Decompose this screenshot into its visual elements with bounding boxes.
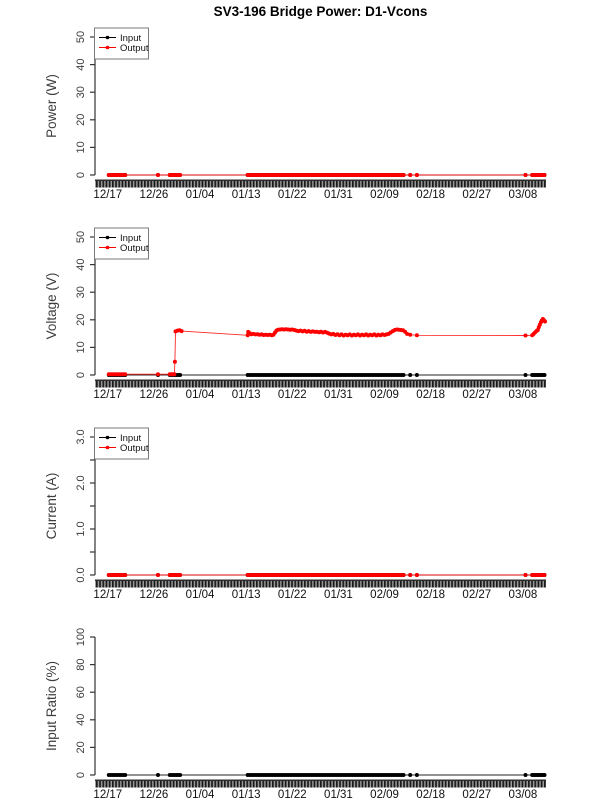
x-tick-label: 01/22 bbox=[278, 389, 307, 400]
y-tick-label: 0.0 bbox=[75, 567, 87, 582]
x-tick-label: 01/04 bbox=[186, 189, 215, 200]
x-tick-label: 01/13 bbox=[232, 589, 261, 600]
y-tick-label: 0 bbox=[75, 772, 87, 778]
y-axis: 0.0 1.0 2.0 3.0 bbox=[75, 429, 96, 583]
legend-label: Output bbox=[120, 243, 149, 254]
y-tick-label: 10 bbox=[75, 141, 87, 153]
x-tick-label: 12/17 bbox=[93, 389, 122, 400]
x-tick-label: 02/09 bbox=[370, 589, 399, 600]
x-tick-label: 01/22 bbox=[278, 789, 307, 800]
x-tick-label: 01/31 bbox=[324, 189, 353, 200]
x-axis: 12/17 12/26 01/04 01/13 01/22 01/31 02/09 02/18… bbox=[93, 179, 546, 200]
x-tick-label: 03/08 bbox=[509, 789, 538, 800]
y-tick-label: 100 bbox=[75, 628, 87, 646]
y-tick-label: 40 bbox=[75, 58, 87, 70]
x-tick-label: 03/08 bbox=[509, 589, 538, 600]
x-tick-label: 02/27 bbox=[462, 189, 491, 200]
y-axis: 0 10 20 30 40 50 bbox=[75, 31, 96, 178]
x-tick-label: 03/08 bbox=[509, 189, 538, 200]
y-tick-label: 1.0 bbox=[75, 521, 87, 536]
x-tick-label: 12/26 bbox=[140, 189, 169, 200]
y-axis-title: Current (A) bbox=[44, 473, 59, 540]
input-series bbox=[106, 773, 547, 777]
chart-title: SV3-196 Bridge Power: D1-Vcons bbox=[213, 4, 428, 19]
x-tick-label: 02/18 bbox=[416, 589, 445, 600]
x-tick-label: 02/09 bbox=[370, 789, 399, 800]
x-tick-label: 12/17 bbox=[93, 589, 122, 600]
output-series bbox=[106, 317, 547, 377]
x-tick-label: 01/22 bbox=[278, 589, 307, 600]
y-axis-title: Input Ratio (%) bbox=[44, 661, 59, 751]
y-tick-label: 50 bbox=[75, 31, 87, 43]
x-axis: 12/17 12/26 01/04 01/13 01/22 01/31 02/09 02/18… bbox=[93, 779, 546, 800]
x-tick-label: 12/26 bbox=[140, 789, 169, 800]
x-tick-label: 12/26 bbox=[140, 389, 169, 400]
x-tick-label: 02/18 bbox=[416, 789, 445, 800]
x-tick-label: 01/13 bbox=[232, 189, 261, 200]
x-tick-label: 12/17 bbox=[93, 189, 122, 200]
legend-label: Input bbox=[120, 233, 141, 244]
y-axis: 0 20 40 60 80 100 bbox=[75, 628, 96, 778]
y-tick-label: 30 bbox=[75, 86, 87, 98]
y-tick-label: 10 bbox=[75, 341, 87, 353]
x-tick-label: 02/27 bbox=[462, 389, 491, 400]
y-tick-label: 20 bbox=[75, 114, 87, 126]
voltage-panel: 0 10 20 30 40 50 Voltage (V) 12/17 12/26 01/04 01/… bbox=[0, 200, 600, 400]
x-tick-label: 01/22 bbox=[278, 189, 307, 200]
x-tick-label: 12/17 bbox=[93, 789, 122, 800]
output-series bbox=[106, 573, 547, 577]
output-series bbox=[106, 173, 547, 177]
x-tick-label: 12/26 bbox=[140, 589, 169, 600]
x-tick-label: 01/31 bbox=[324, 389, 353, 400]
x-tick-label: 02/18 bbox=[416, 189, 445, 200]
x-tick-label: 02/09 bbox=[370, 389, 399, 400]
legend-label: Input bbox=[120, 33, 141, 44]
y-tick-label: 2.0 bbox=[75, 475, 87, 490]
x-tick-label: 02/27 bbox=[462, 589, 491, 600]
power-panel: 0 10 20 30 40 50 Power (W) 12/17 12/26 01/04 01/13… bbox=[0, 0, 600, 200]
input-ratio-chart: 0 20 40 60 80 100 Input Ratio (%) 12/17 12/26 01/… bbox=[44, 628, 547, 800]
y-tick-label: 20 bbox=[75, 314, 87, 326]
input-ratio-panel: 0 20 40 60 80 100 Input Ratio (%) 12/17 12/26 01/… bbox=[0, 600, 600, 800]
x-tick-label: 01/04 bbox=[186, 389, 215, 400]
x-tick-label: 01/31 bbox=[324, 589, 353, 600]
x-axis: 12/17 12/26 01/04 01/13 01/22 01/31 02/09 02/18… bbox=[93, 579, 546, 600]
y-tick-label: 30 bbox=[75, 286, 87, 298]
x-tick-label: 01/13 bbox=[232, 789, 261, 800]
legend-label: Output bbox=[120, 43, 149, 54]
legend-label: Output bbox=[120, 443, 149, 454]
x-tick-label: 01/13 bbox=[232, 389, 261, 400]
y-axis-title: Power (W) bbox=[44, 74, 59, 138]
current-panel: 0.0 1.0 2.0 3.0 Current (A) 12/17 12/26 01/04 01… bbox=[0, 400, 600, 600]
y-tick-label: 0 bbox=[75, 372, 87, 378]
legend-label: Input bbox=[120, 433, 141, 444]
current-a-chart: 0.0 1.0 2.0 3.0 Current (A) 12/17 12/26 01/04 01… bbox=[44, 427, 547, 600]
y-tick-label: 40 bbox=[75, 714, 87, 726]
y-tick-label: 20 bbox=[75, 741, 87, 753]
y-tick-label: 0 bbox=[75, 172, 87, 178]
x-tick-label: 01/31 bbox=[324, 789, 353, 800]
x-axis: 12/17 12/26 01/04 01/13 01/22 01/31 02/09 02/18… bbox=[93, 379, 546, 400]
voltage-v-chart: 0 10 20 30 40 50 Voltage (V) 12/17 12/26 01/04 01/… bbox=[44, 227, 547, 400]
y-axis: 0 10 20 30 40 50 bbox=[75, 231, 96, 378]
y-tick-label: 3.0 bbox=[75, 429, 87, 444]
x-tick-label: 01/04 bbox=[186, 789, 215, 800]
y-tick-label: 50 bbox=[75, 231, 87, 243]
x-tick-label: 02/27 bbox=[462, 789, 491, 800]
x-tick-label: 03/08 bbox=[509, 389, 538, 400]
power-w-chart: 0 10 20 30 40 50 Power (W) 12/17 12/26 01/04 01/13… bbox=[44, 27, 547, 200]
x-tick-label: 01/04 bbox=[186, 589, 215, 600]
y-axis-title: Voltage (V) bbox=[44, 273, 59, 340]
y-tick-label: 40 bbox=[75, 258, 87, 270]
y-tick-label: 60 bbox=[75, 686, 87, 698]
x-tick-label: 02/18 bbox=[416, 389, 445, 400]
y-tick-label: 80 bbox=[75, 658, 87, 670]
x-tick-label: 02/09 bbox=[370, 189, 399, 200]
